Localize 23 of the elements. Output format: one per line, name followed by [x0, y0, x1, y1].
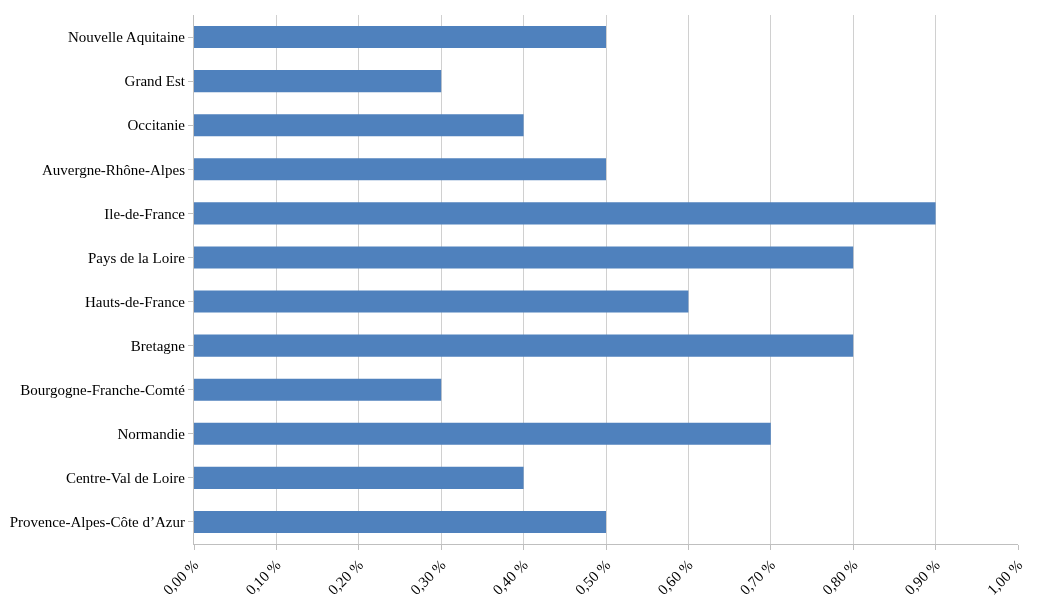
x-tick-label: 0,60 %	[654, 556, 696, 598]
x-tick-label: 0,40 %	[489, 556, 532, 598]
x-tick-label: 0,80 %	[819, 556, 861, 598]
y-tick-label: Hauts-de-France	[85, 293, 186, 310]
y-tick-label: Bourgogne-Franche-Comté	[20, 381, 186, 398]
y-tick-label: Ile-de-France	[104, 205, 186, 222]
y-tick-label: Centre-Val de Loire	[65, 470, 186, 487]
x-tick-label: 0,70 %	[736, 556, 779, 598]
x-tick-label: 0,50 %	[572, 556, 614, 598]
y-tick-label: Provence-Alpes-Côte d’Azur	[9, 514, 185, 531]
x-tick-label: 1,00 %	[984, 556, 1026, 598]
x-tick-label: 0,10 %	[242, 556, 284, 598]
y-tick-label: Auvergne-Rhône-Alpes	[41, 161, 186, 178]
y-tick-label: Pays de la Loire	[87, 249, 186, 266]
y-tick-label: Normandie	[117, 426, 186, 443]
y-tick-label: Occitanie	[127, 117, 186, 134]
x-tick-label: 0,30 %	[407, 556, 449, 598]
y-tick-label: Bretagne	[130, 337, 186, 354]
y-tick-label: Grand Est	[124, 73, 186, 90]
x-tick-label: 0,90 %	[901, 556, 944, 598]
y-tick-label: Nouvelle Aquitaine	[67, 29, 186, 46]
x-tick-label: 0,00 %	[160, 556, 202, 598]
x-tick-label: 0,20 %	[324, 556, 367, 598]
